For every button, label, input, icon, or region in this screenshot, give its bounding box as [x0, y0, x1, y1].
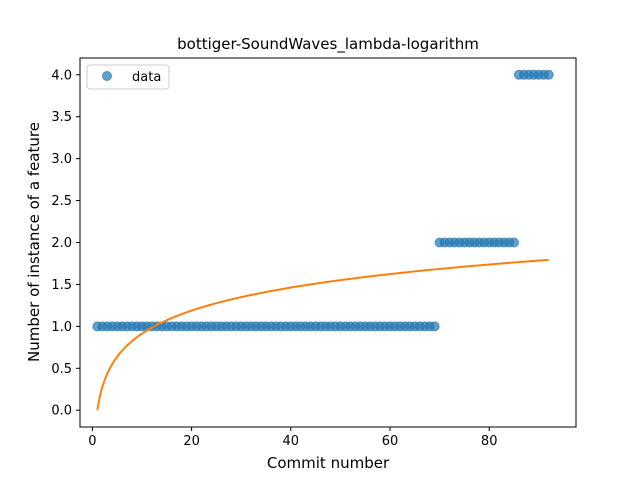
- data-point: [429, 321, 440, 332]
- legend: data: [86, 64, 170, 90]
- data-point: [543, 69, 554, 80]
- fit-line: [96, 258, 549, 411]
- y-tick-label: 3.5: [51, 110, 72, 125]
- x-tick-label: 80: [481, 434, 498, 449]
- y-tick-label: 2.5: [51, 194, 72, 209]
- y-tick-label: 3.0: [51, 152, 72, 167]
- y-tick-label: 2.0: [51, 236, 72, 251]
- legend-marker-data: [102, 71, 112, 81]
- y-tick-label: 0.5: [51, 362, 72, 377]
- y-tick-label: 1.0: [51, 320, 72, 335]
- y-axis-title: Number of instance of a feature: [25, 122, 43, 362]
- plot-area: [92, 69, 554, 411]
- x-tick-label: 60: [382, 434, 399, 449]
- y-tick-label: 0.0: [51, 404, 72, 419]
- x-tick-label: 40: [283, 434, 300, 449]
- y-axis: 0.0 0.5 1.0 1.5 2.0 2.5 3.0 3.5 4.0: [51, 68, 80, 419]
- legend-label-data: data: [132, 70, 161, 85]
- legend-box: [86, 64, 170, 90]
- chart-title: bottiger-SoundWaves_lambda-logarithm: [177, 35, 479, 54]
- y-tick-label: 4.0: [51, 68, 72, 83]
- x-tick-label: 20: [183, 434, 200, 449]
- y-tick-label: 1.5: [51, 278, 72, 293]
- x-axis-title: Commit number: [267, 454, 390, 472]
- x-axis: 0 20 40 60 80: [88, 427, 497, 449]
- data-point: [509, 237, 519, 248]
- x-tick-label: 0: [88, 434, 96, 449]
